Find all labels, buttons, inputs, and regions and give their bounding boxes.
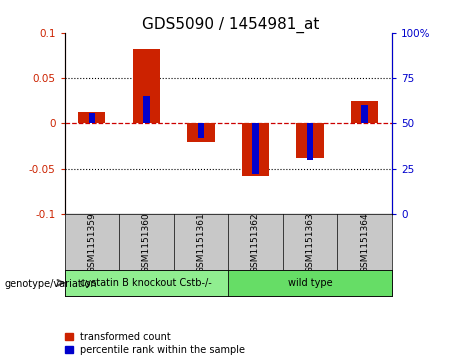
Bar [252,123,259,174]
Text: GDS5090 / 1454981_at: GDS5090 / 1454981_at [142,16,319,33]
Legend: transformed count, percentile rank within the sample: transformed count, percentile rank withi… [65,331,245,355]
Bar [198,123,204,138]
Bar [296,123,324,158]
Text: GSM1151361: GSM1151361 [196,212,206,273]
Bar [187,123,214,142]
Bar [351,101,378,123]
Text: GSM1151359: GSM1151359 [87,212,96,273]
Text: GSM1151360: GSM1151360 [142,212,151,273]
Text: GSM1151364: GSM1151364 [360,212,369,273]
Bar [307,123,313,160]
Text: wild type: wild type [288,278,332,288]
Bar [133,49,160,123]
Text: GSM1151362: GSM1151362 [251,212,260,273]
Bar [143,96,150,123]
Bar [65,270,228,296]
Text: cystatin B knockout Cstb-/-: cystatin B knockout Cstb-/- [81,278,212,288]
Bar [228,270,392,296]
Bar [361,105,368,123]
Text: GSM1151363: GSM1151363 [306,212,314,273]
Bar [78,112,106,123]
Text: genotype/variation: genotype/variation [5,279,97,289]
Bar [242,123,269,176]
Bar [89,113,95,123]
